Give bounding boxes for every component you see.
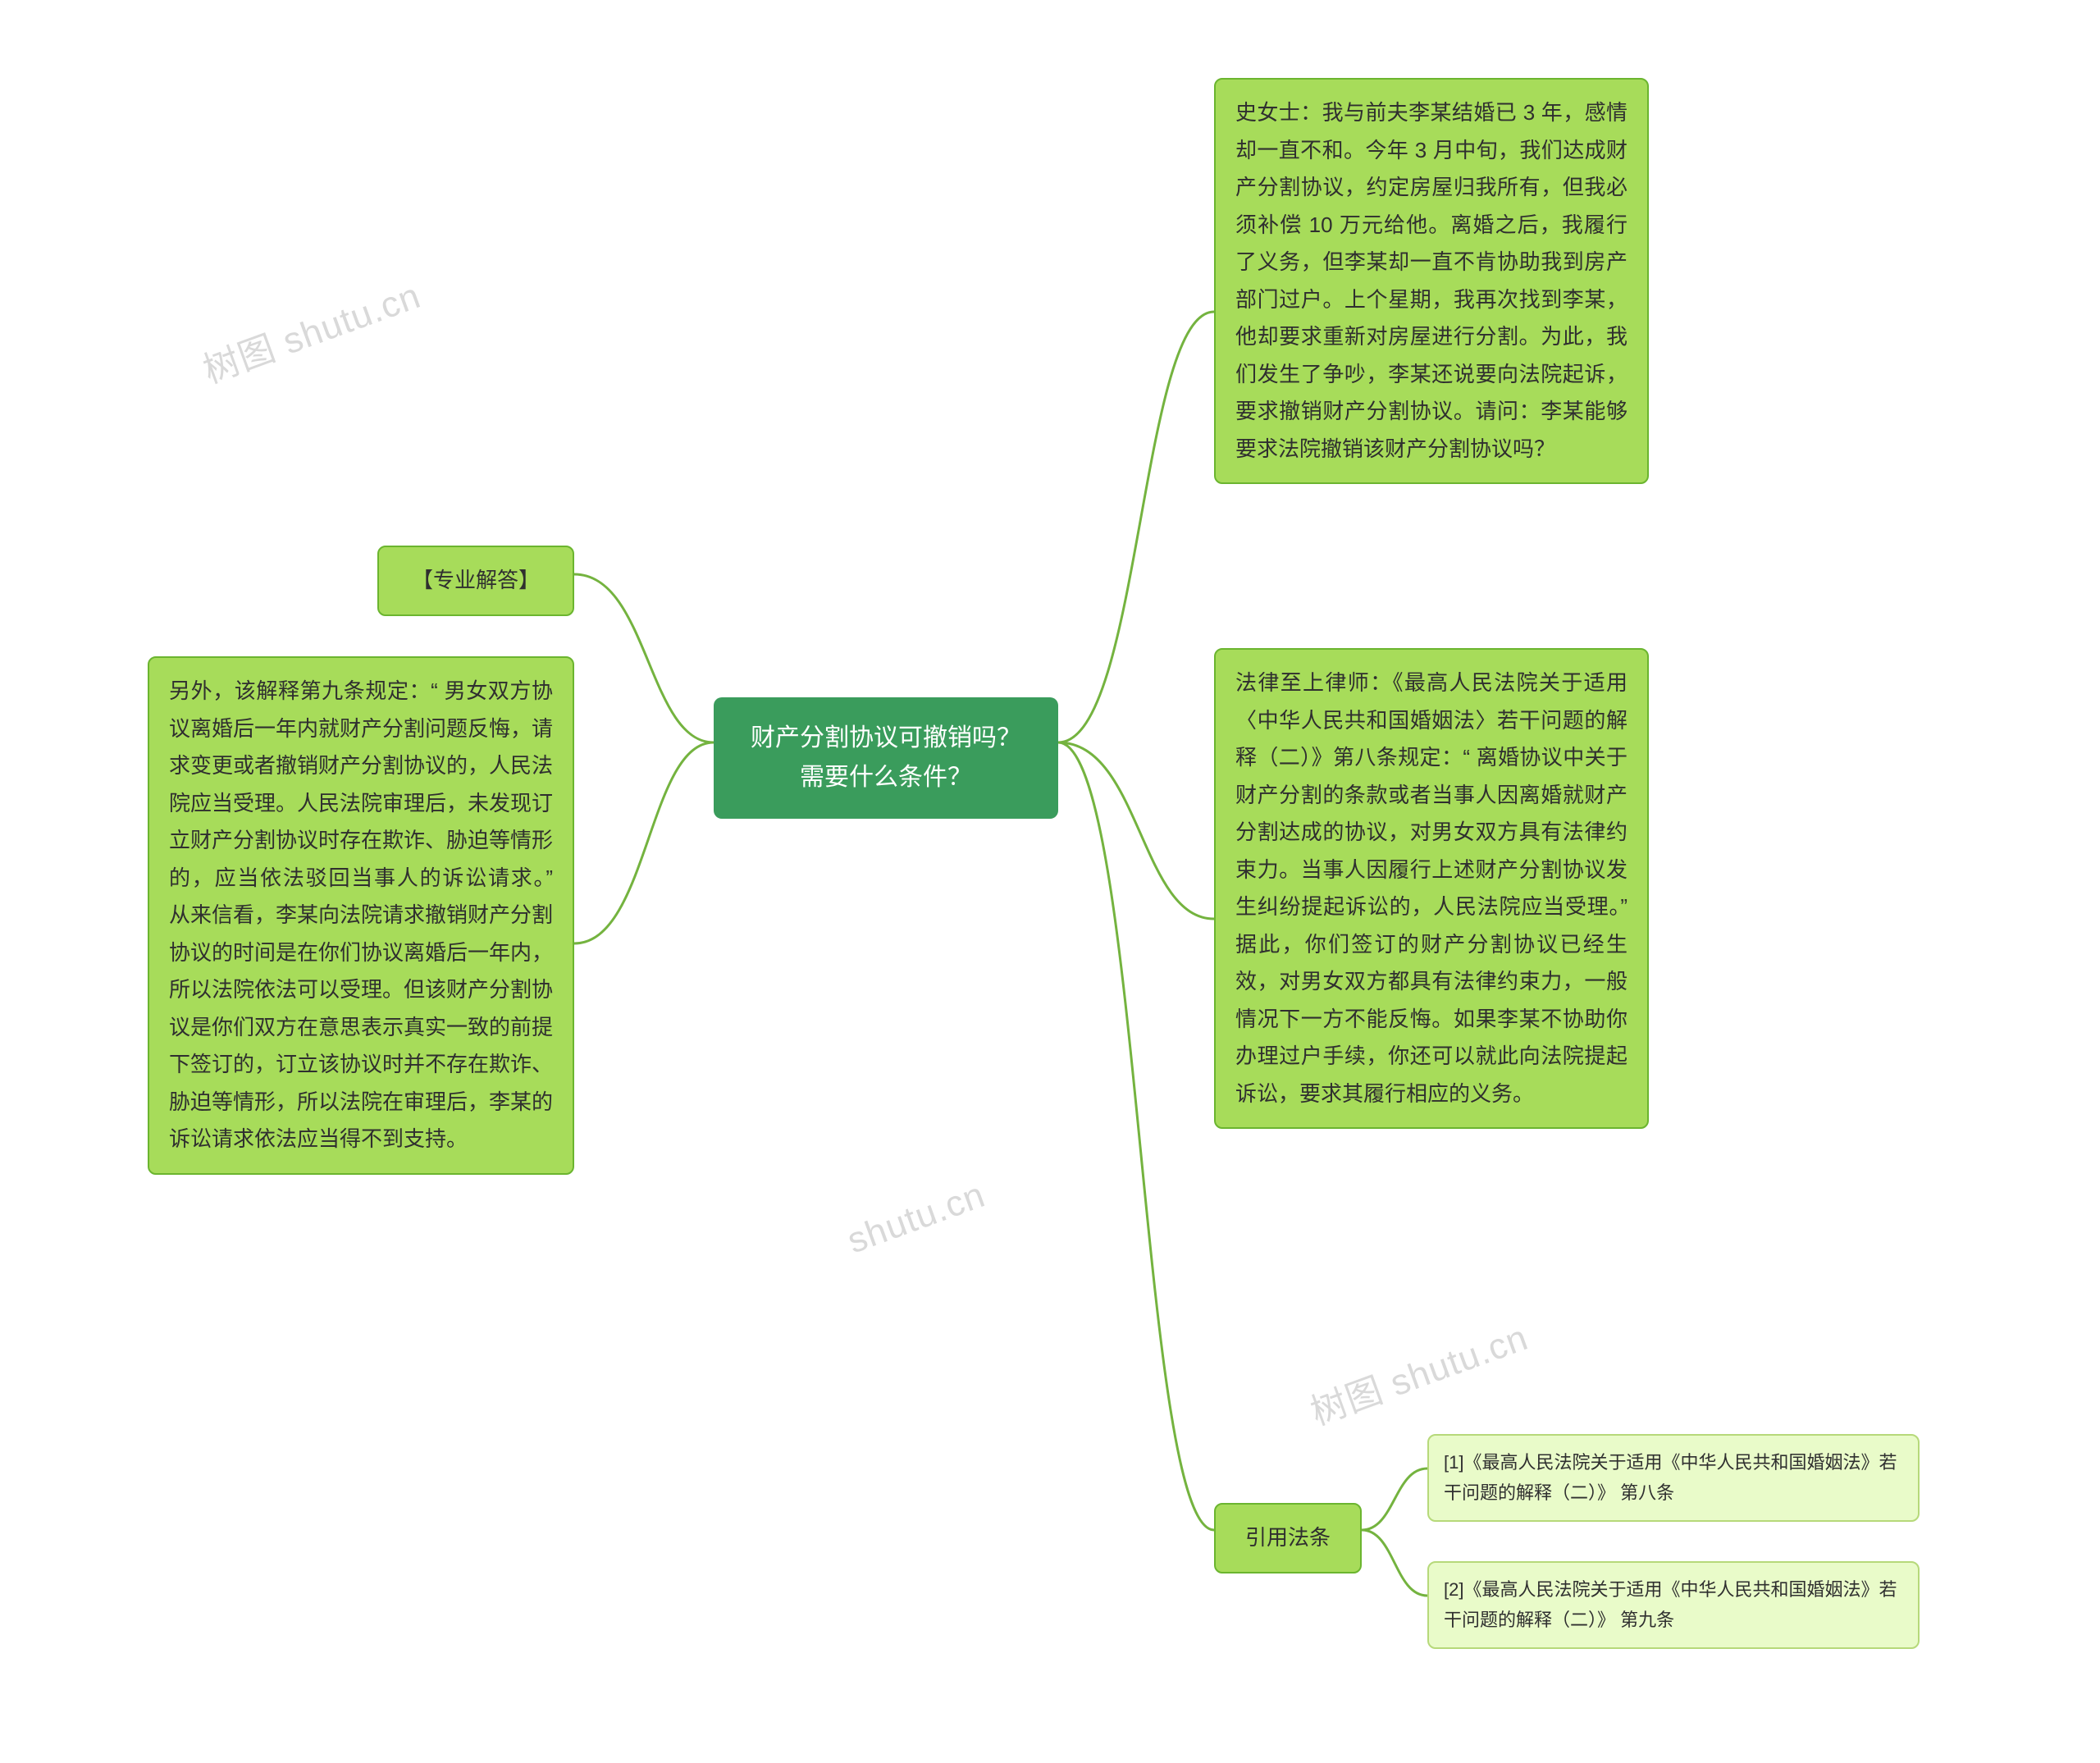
right-case-node[interactable]: 史女士：我与前夫李某结婚已 3 年，感情却一直不和。今年 3 月中旬，我们达成财…	[1214, 78, 1649, 484]
watermark: shutu.cn	[842, 1175, 991, 1263]
left-section-label[interactable]: 【专业解答】	[377, 546, 574, 616]
watermark: 树图 shutu.cn	[1302, 1308, 1534, 1435]
citation-item[interactable]: [2]《最高人民法院关于适用《中华人民共和国婚姻法》若干问题的解释（二）》 第九…	[1427, 1561, 1920, 1649]
citations-label-node[interactable]: 引用法条	[1214, 1503, 1362, 1573]
right-lawyer-node[interactable]: 法律至上律师：《最高人民法院关于适用〈中华人民共和国婚姻法〉若干问题的解释（二）…	[1214, 648, 1649, 1129]
watermark: 树图 shutu.cn	[194, 266, 427, 393]
left-answer-node[interactable]: 另外，该解释第九条规定：“ 男女双方协议离婚后一年内就财产分割问题反悔，请求变更…	[148, 656, 574, 1175]
root-node[interactable]: 财产分割协议可撤销吗？ 需要什么条件？	[714, 697, 1058, 819]
root-line2: 需要什么条件？	[742, 758, 1030, 797]
root-line1: 财产分割协议可撤销吗？	[742, 719, 1030, 758]
citation-item[interactable]: [1]《最高人民法院关于适用《中华人民共和国婚姻法》若干问题的解释（二）》 第八…	[1427, 1434, 1920, 1522]
